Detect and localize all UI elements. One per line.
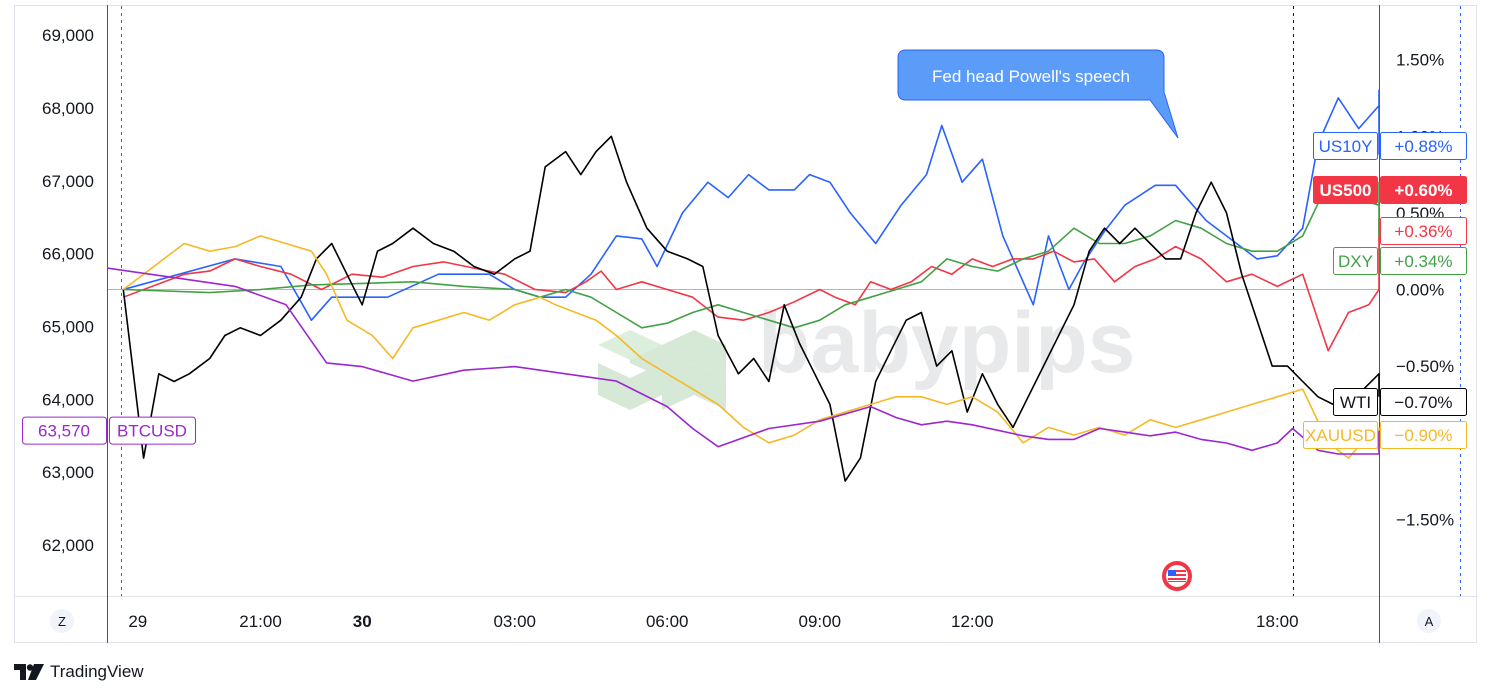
time-axis-tick: 21:00 (239, 612, 282, 631)
watermark: babypips (598, 295, 1136, 410)
series-value-label: +0.34% (1394, 252, 1452, 271)
tradingview-label[interactable]: TradingView (50, 662, 144, 681)
scale-button-left-label: Z (58, 614, 66, 629)
annotation-callout[interactable]: Fed head Powell's speech (897, 49, 1179, 139)
us-flag-icon[interactable] (1162, 561, 1192, 591)
series-name-label: US10Y (1319, 137, 1373, 156)
annotation-text: Fed head Powell's speech (932, 67, 1130, 86)
last-label-us10y: US10Y +0.88% (1313, 132, 1467, 160)
right-axis: 1.50%1.00%0.50%0.00%−0.50%−1.00%−1.50% (1396, 51, 1454, 530)
right-axis-tick: −0.50% (1396, 357, 1454, 376)
time-axis-tick: 12:00 (951, 612, 994, 631)
cube-logo-icon (598, 330, 726, 410)
time-axis-tick: 29 (128, 612, 147, 631)
left-axis-tick: 68,000 (42, 99, 94, 118)
time-axis-tick: 09:00 (798, 612, 841, 631)
series-line-btcusd (107, 267, 1380, 455)
left-axis-tick: 62,000 (42, 536, 94, 555)
time-axis: 29 21:00 30 03:00 06:00 09:00 12:00 18:00 (128, 612, 1298, 631)
series-name-label: WTI (1340, 393, 1371, 412)
series-value-label: +0.88% (1394, 137, 1452, 156)
last-label-btcusd: 63,570 BTCUSD (22, 416, 196, 445)
auto-scale-button[interactable]: A (1417, 609, 1441, 633)
last-label-us500: US500 +0.60% (1313, 176, 1467, 204)
time-axis-tick: 30 (353, 612, 372, 631)
right-axis-tick: 0.00% (1396, 281, 1444, 300)
footer: TradingView (14, 660, 144, 684)
right-axis-tick: −1.50% (1396, 510, 1454, 529)
left-axis: 62,000 63,000 64,000 65,000 66,000 67,000 68,0… (42, 26, 94, 555)
last-label-xauusd: XAUUSD −0.90% (1303, 421, 1467, 449)
series-name-label: DXY (1338, 252, 1373, 271)
series-name-label: US500 (1320, 181, 1372, 200)
time-axis-tick: 06:00 (646, 612, 689, 631)
last-label-us500-secondary: +0.36% (1380, 217, 1467, 245)
time-axis-tick: 18:00 (1256, 612, 1299, 631)
series-last-labels: US10Y +0.88% US500 +0.60% DXY +0.34% WTI −0.70%… (22, 132, 1467, 449)
series-line-wti (122, 135, 1380, 482)
series-line-dxy (123, 181, 1380, 329)
series-name-label: XAUUSD (1305, 426, 1376, 445)
left-axis-tick: 63,000 (42, 463, 94, 482)
vertical-markers (121, 6, 1461, 596)
series-value-label: +0.36% (1394, 222, 1452, 241)
scale-button-left[interactable]: Z (50, 609, 74, 633)
watermark-text: babypips (758, 295, 1136, 391)
last-label-dxy: DXY +0.34% (1333, 247, 1467, 275)
time-axis-tick: 03:00 (493, 612, 536, 631)
left-axis-tick: 65,000 (42, 317, 94, 336)
left-axis-tick: 67,000 (42, 172, 94, 191)
time-axis-frame (14, 596, 1477, 643)
btcusd-name-label: BTCUSD (117, 422, 187, 441)
series-line-us10y (123, 89, 1380, 321)
last-label-wti: WTI −0.70% (1333, 388, 1467, 416)
series-value-label: +0.60% (1394, 181, 1452, 200)
series-value-label: −0.70% (1394, 393, 1452, 412)
btcusd-price-label: 63,570 (38, 422, 90, 441)
tradingview-logo-icon[interactable] (14, 664, 44, 680)
series-value-label: −0.90% (1394, 426, 1452, 445)
left-axis-tick: 64,000 (42, 390, 94, 409)
left-axis-tick: 69,000 (42, 26, 94, 45)
series-line-xauusd (122, 235, 1380, 459)
series-lines (107, 89, 1380, 482)
right-axis-tick: 1.50% (1396, 51, 1444, 70)
left-axis-tick: 66,000 (42, 245, 94, 264)
series-line-us500 (123, 219, 1380, 352)
chart-frame (14, 5, 1477, 597)
auto-scale-button-label: A (1425, 614, 1434, 629)
